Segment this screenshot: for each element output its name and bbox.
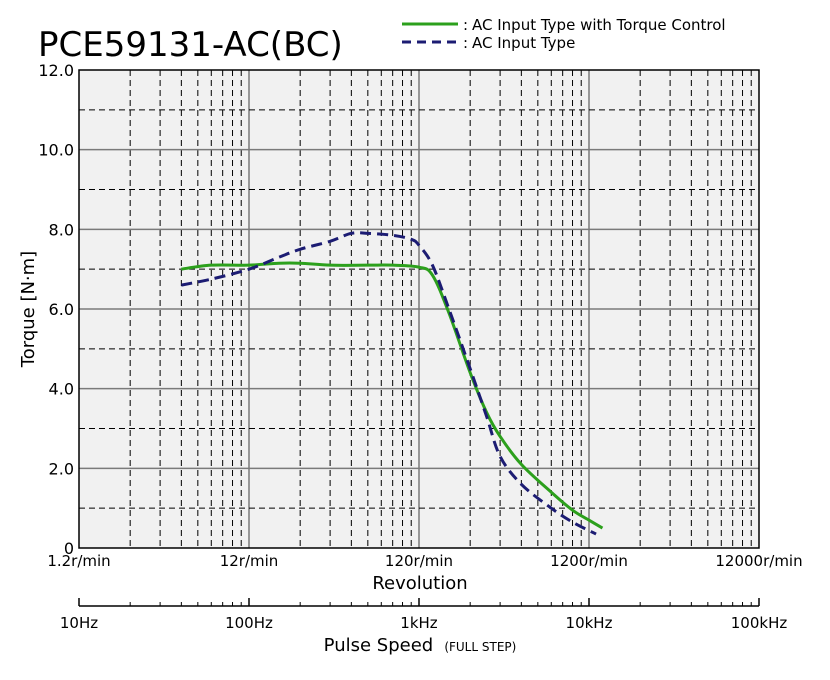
legend-label-torque-control: AC Input Type with Torque Control — [472, 16, 726, 34]
chart-title: PCE59131-AC(BC) — [38, 25, 343, 65]
y-axis-label: Torque [N·m] — [18, 251, 39, 368]
x-axis-label-pulse: Pulse Speed (FULL STEP) — [324, 635, 517, 656]
pulse-speed-axis — [78, 598, 760, 607]
x-tick-label-pulse: 10kHz — [566, 614, 613, 632]
x-axis-label-revolution: Revolution — [372, 573, 467, 594]
y-tick-label: 0 — [64, 539, 74, 558]
y-tick-label: 10.0 — [38, 141, 74, 160]
legend-colon-1: : — [463, 16, 468, 34]
y-tick-label: 2.0 — [49, 459, 74, 478]
legend-colon-2: : — [463, 34, 468, 52]
pulse-label-sub: (FULL STEP) — [444, 640, 516, 654]
x-tick-label-pulse: 100Hz — [225, 614, 273, 632]
grid — [79, 70, 759, 548]
x-tick-label-revolution: 12r/min — [220, 552, 279, 570]
x-tick-label-revolution: 1.2r/min — [47, 552, 110, 570]
legend-label-ac-input: AC Input Type — [472, 34, 575, 52]
x-tick-label-pulse: 1kHz — [400, 614, 438, 632]
y-tick-label: 8.0 — [49, 220, 74, 239]
series-lines — [181, 231, 604, 536]
x-tick-label-pulse: 100kHz — [731, 614, 788, 632]
plot-frame — [78, 69, 760, 549]
x-tick-labels-revolution: 1.2r/min 12r/min 120r/min 1200r/min 12000r/m… — [47, 552, 802, 570]
y-tick-label: 12.0 — [38, 61, 74, 80]
x-tick-label-pulse: 10Hz — [60, 614, 98, 632]
y-tick-label: 6.0 — [49, 300, 74, 319]
x-tick-label-revolution: 12000r/min — [715, 552, 802, 570]
series-line-ac-input — [181, 231, 597, 536]
legend: AC Input Type with Torque Control : AC I… — [402, 16, 726, 52]
y-tick-labels: 0 2.0 4.0 6.0 8.0 10.0 12.0 — [38, 61, 74, 558]
y-tick-label: 4.0 — [49, 380, 74, 399]
x-tick-label-revolution: 120r/min — [385, 552, 453, 570]
x-tick-label-revolution: 1200r/min — [550, 552, 628, 570]
pulse-label-main: Pulse Speed — [324, 635, 434, 656]
x-tick-labels-pulse: 10Hz 100Hz 1kHz 10kHz 100kHz — [60, 614, 787, 632]
series-line-torque-control — [181, 261, 604, 530]
